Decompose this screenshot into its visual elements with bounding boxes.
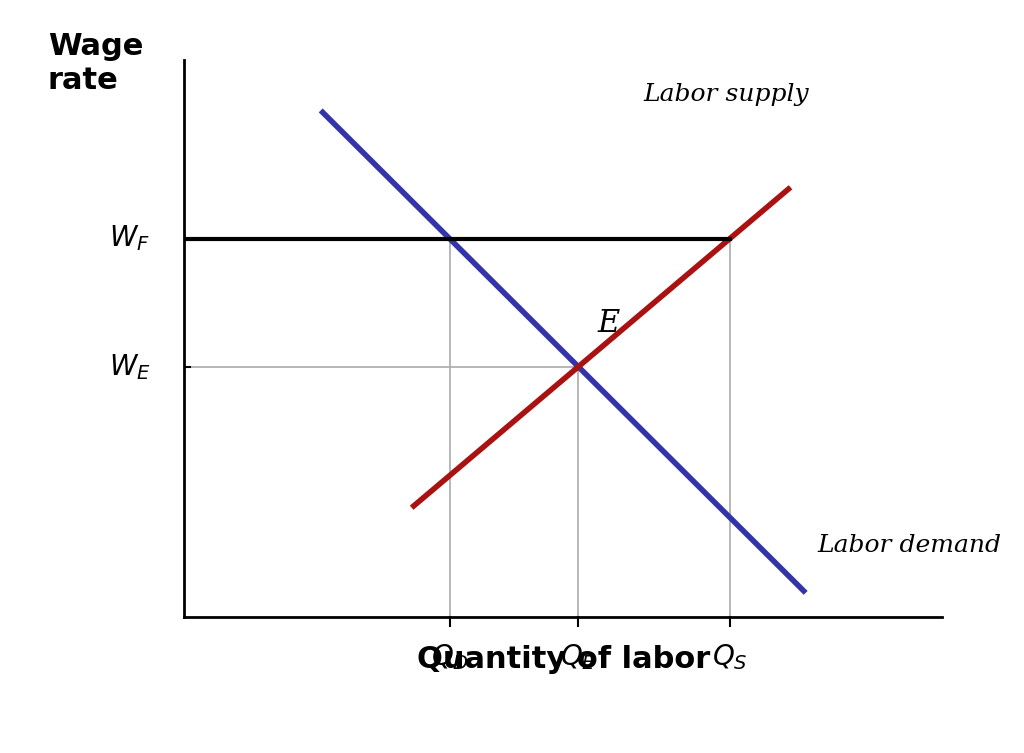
Text: E: E xyxy=(597,308,620,339)
Text: $Q_E$: $Q_E$ xyxy=(560,642,596,672)
Text: Labor demand: Labor demand xyxy=(817,534,1001,557)
Text: $W_E$: $W_E$ xyxy=(109,352,151,382)
Text: Labor supply: Labor supply xyxy=(644,83,809,105)
Text: $Q_S$: $Q_S$ xyxy=(712,642,748,672)
X-axis label: Quantity of labor: Quantity of labor xyxy=(417,645,710,674)
Text: $W_F$: $W_F$ xyxy=(110,224,151,254)
Text: Wage
rate: Wage rate xyxy=(48,32,143,95)
Text: $Q_D$: $Q_D$ xyxy=(430,642,469,672)
